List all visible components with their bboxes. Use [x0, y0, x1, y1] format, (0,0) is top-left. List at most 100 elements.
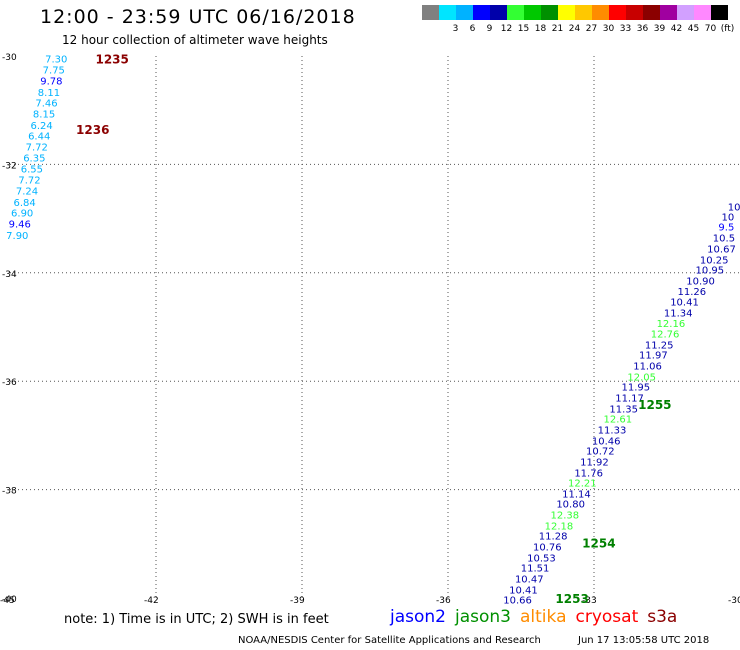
- wave-height-value: 11.97: [639, 351, 668, 362]
- wave-height-value: 10.46: [592, 436, 621, 447]
- legend-label: 6: [469, 24, 476, 34]
- wave-height-value: 11.26: [677, 287, 706, 298]
- altimeter-map: -30 -32 -34 -36 -38 -40-45 -42 -39 -36 -33 -30 7.30…: [0, 53, 740, 605]
- wave-height-value: 12.05: [627, 372, 656, 383]
- satellite-name: altika: [520, 607, 567, 627]
- legend-swatch: [592, 5, 609, 20]
- wave-height-value: 8.11: [38, 88, 60, 99]
- legend-swatch: [558, 5, 575, 20]
- credit-text: NOAA/NESDIS Center for Satellite Applica…: [238, 635, 541, 646]
- legend-swatch: [694, 5, 711, 20]
- wave-height-value: 12.76: [651, 330, 680, 341]
- legend-label: 27: [585, 24, 598, 34]
- wave-height-value: 6.24: [31, 121, 53, 132]
- wave-height-value: 10.66: [503, 596, 532, 605]
- wave-height-value: 10: [721, 212, 734, 223]
- legend-label: 15: [517, 24, 530, 34]
- wave-height-value: 11.95: [622, 383, 651, 394]
- map-subtitle: 12 hour collection of altimeter wave hei…: [62, 33, 328, 47]
- wave-height-value: 6.44: [28, 132, 50, 143]
- lon-tick-label: -36: [436, 596, 451, 605]
- footer-note: note: 1) Time is in UTC; 2) SWH is in fe…: [64, 612, 329, 627]
- lat-tick-label: -36: [2, 378, 17, 388]
- legend-label: 45: [687, 24, 700, 34]
- wave-height-value: 12.18: [545, 521, 574, 532]
- wave-height-value: 12.16: [657, 319, 686, 330]
- wave-height-value: 12.61: [604, 415, 633, 426]
- legend-swatch: [541, 5, 558, 20]
- legend-label: 33: [619, 24, 632, 34]
- wave-height-value: 7.46: [35, 99, 57, 110]
- wave-height-value: 7.90: [6, 231, 28, 242]
- wave-height-value: 11.51: [521, 564, 550, 575]
- legend-label: 3: [452, 24, 459, 34]
- legend-swatch: [643, 5, 660, 20]
- wave-height-value: 10.90: [686, 276, 715, 287]
- pass-time-label: 1235: [95, 53, 128, 67]
- legend-label: 42: [670, 24, 683, 34]
- satellite-name: s3a: [647, 607, 678, 627]
- wave-height-value: 9.46: [9, 219, 31, 230]
- wave-height-value: 10.67: [707, 244, 736, 255]
- wave-height-value: 9.5: [718, 223, 734, 234]
- pass-time-label: 1255: [638, 398, 671, 412]
- wave-height-value: 10: [728, 203, 740, 214]
- legend-label: 9: [486, 24, 493, 34]
- legend-label: 39: [653, 24, 666, 34]
- wave-height-value: 7.72: [18, 176, 40, 187]
- legend-swatch: [439, 5, 456, 20]
- legend-swatch: [660, 5, 677, 20]
- legend-label: (ft): [720, 24, 735, 34]
- lon-tick-label: -30: [728, 596, 740, 605]
- lon-tick-label: -45: [0, 596, 15, 605]
- wave-height-value: 10.95: [696, 266, 725, 277]
- lon-tick-label: -39: [290, 596, 305, 605]
- wave-height-value: 12.21: [568, 479, 597, 490]
- wave-height-value: 12.38: [550, 511, 579, 522]
- wave-height-value: 11.06: [633, 361, 662, 372]
- legend-swatch: [473, 5, 490, 20]
- wave-height-value: 11.35: [609, 404, 638, 415]
- wave-height-value: 11.25: [645, 340, 674, 351]
- wave-height-value: 10.80: [556, 500, 585, 511]
- wave-height-value: 10.53: [527, 553, 556, 564]
- satellite-name: jason3: [455, 607, 511, 627]
- lat-tick-label: -32: [2, 161, 17, 171]
- legend-swatch: [677, 5, 694, 20]
- wave-height-value: 11.17: [615, 393, 644, 404]
- legend-swatch: [456, 5, 473, 20]
- legend-label: 36: [636, 24, 649, 34]
- pass-time-label: 1253: [555, 592, 588, 605]
- wave-height-value: 10.76: [533, 543, 562, 554]
- legend-swatch: [609, 5, 626, 20]
- legend-label: 21: [551, 24, 564, 34]
- wave-height-value: 6.35: [23, 153, 45, 164]
- legend-label: 24: [568, 24, 581, 34]
- legend-swatch: [490, 5, 507, 20]
- wave-height-value: 8.15: [33, 109, 55, 120]
- legend-swatch: [422, 5, 439, 20]
- lat-tick-label: -38: [2, 487, 17, 497]
- wave-height-value: 7.72: [26, 143, 48, 154]
- wave-height-value: 11.33: [598, 425, 627, 436]
- wave-height-value: 10.41: [509, 585, 538, 596]
- lat-tick-label: -34: [2, 270, 17, 280]
- pass-time-label: 1236: [76, 123, 109, 137]
- legend-label: 30: [602, 24, 615, 34]
- lat-tick-label: -40: [2, 595, 17, 605]
- legend-label: 70: [704, 24, 717, 34]
- wave-height-value: 7.30: [45, 55, 67, 66]
- wave-height-value: 10.5: [713, 234, 735, 245]
- wave-height-value: 6.55: [21, 165, 43, 176]
- wave-height-value: 6.90: [11, 209, 33, 220]
- lon-tick-label: -42: [144, 596, 159, 605]
- legend-swatch: [626, 5, 643, 20]
- legend-swatch: [575, 5, 592, 20]
- generated-timestamp: Jun 17 13:05:58 UTC 2018: [578, 635, 710, 646]
- legend-swatch: [711, 5, 728, 20]
- wave-height-value: 10.41: [670, 298, 699, 309]
- legend-swatch: [524, 5, 541, 20]
- lon-tick-label: -33: [582, 596, 597, 605]
- legend-label: 12: [500, 24, 513, 34]
- lat-tick-label: -30: [2, 53, 17, 63]
